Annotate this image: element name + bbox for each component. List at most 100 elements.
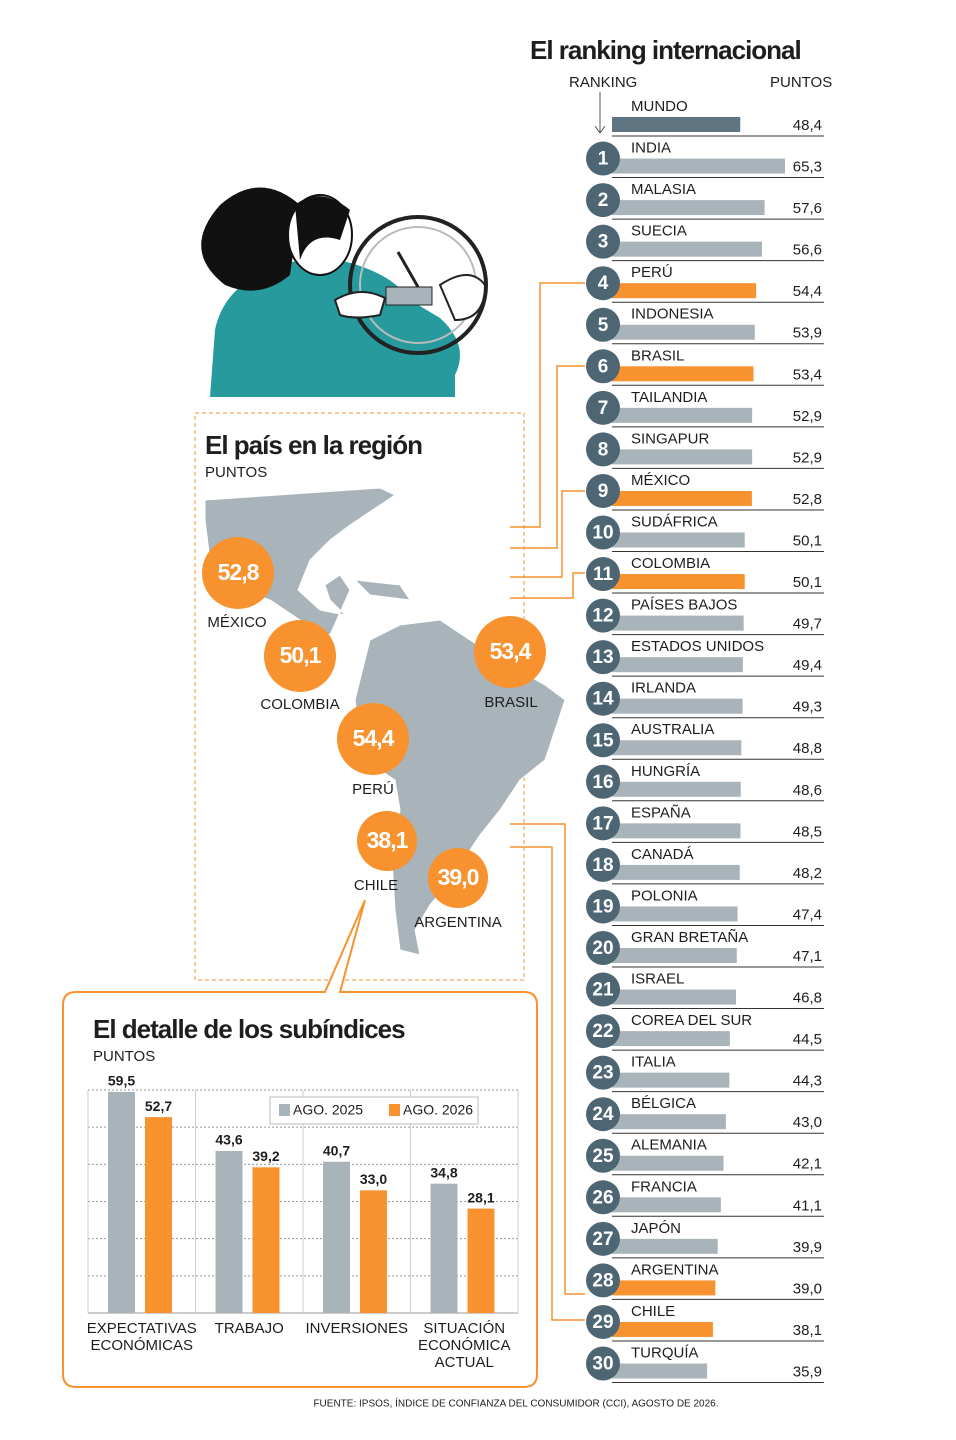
rank-label: 13 bbox=[592, 647, 613, 668]
rank-badge bbox=[586, 307, 620, 342]
category-label: CHILE bbox=[631, 1303, 675, 1320]
value-label: 59,5 bbox=[108, 1073, 135, 1089]
category-label: ITALIA bbox=[631, 1054, 676, 1071]
bar bbox=[612, 283, 757, 299]
chart-subtitle: PUNTOS bbox=[93, 1048, 155, 1065]
rank-label: 15 bbox=[592, 730, 614, 751]
rank-label: 19 bbox=[592, 896, 613, 917]
category-label: INDONESIA bbox=[631, 306, 714, 323]
category-label: INDIA bbox=[631, 140, 671, 157]
rank-badge bbox=[586, 1055, 620, 1090]
bar bbox=[612, 1114, 726, 1130]
category-label: POLONIA bbox=[631, 887, 698, 904]
category-label: MÉXICO bbox=[207, 614, 266, 631]
bar bbox=[252, 1167, 280, 1313]
rank-badge bbox=[586, 390, 620, 425]
rank-badge bbox=[586, 806, 620, 841]
bubble bbox=[428, 848, 488, 908]
value-label: 39,2 bbox=[252, 1148, 279, 1164]
bar bbox=[612, 1238, 718, 1254]
rank-badge bbox=[586, 1221, 620, 1256]
rank-label: 22 bbox=[592, 1021, 613, 1042]
bar bbox=[612, 366, 754, 382]
x-tick-label: TRABAJO bbox=[215, 1320, 284, 1337]
rank-label: 20 bbox=[592, 938, 613, 959]
value-label: 39,9 bbox=[793, 1239, 822, 1256]
category-label: TAILANDIA bbox=[631, 389, 707, 406]
rank-label: 29 bbox=[592, 1312, 613, 1333]
rank-label: 28 bbox=[592, 1270, 613, 1291]
category-label: ALEMANIA bbox=[631, 1137, 707, 1154]
rank-header: RANKING bbox=[569, 74, 637, 91]
category-label: MALASIA bbox=[631, 181, 696, 198]
category-label: COLOMBIA bbox=[631, 555, 710, 572]
bar bbox=[612, 864, 740, 880]
bar bbox=[612, 449, 753, 465]
rank-label: 11 bbox=[593, 564, 614, 585]
rank-badge bbox=[586, 557, 620, 592]
bar bbox=[612, 1155, 724, 1171]
x-tick-label: INVERSIONES bbox=[305, 1320, 408, 1337]
category-label: HUNGRÍA bbox=[631, 763, 700, 780]
value-label: 53,4 bbox=[793, 366, 822, 383]
rank-badge bbox=[586, 183, 620, 218]
value-label: 38,1 bbox=[793, 1322, 822, 1339]
rank-badge bbox=[586, 1346, 620, 1381]
rank-label: 6 bbox=[598, 356, 609, 377]
value-label: 43,6 bbox=[215, 1132, 242, 1148]
rank-label: 24 bbox=[592, 1104, 614, 1125]
value-label: 52,9 bbox=[793, 408, 822, 425]
value-label: 50,1 bbox=[280, 642, 322, 668]
value-label: 57,6 bbox=[793, 200, 822, 217]
rank-label: 8 bbox=[598, 439, 609, 460]
chart-title: El país en la región bbox=[205, 430, 422, 460]
category-label: AUSTRALIA bbox=[631, 721, 714, 738]
category-label: ESTADOS UNIDOS bbox=[631, 638, 764, 655]
rank-badge bbox=[586, 1304, 620, 1339]
rank-label: 7 bbox=[598, 398, 609, 419]
rank-badge bbox=[586, 764, 620, 799]
category-label: ESPAÑA bbox=[631, 804, 691, 821]
category-label: BÉLGICA bbox=[631, 1095, 696, 1112]
connector bbox=[510, 282, 585, 1321]
category-label: CANADÁ bbox=[631, 846, 694, 863]
value-label: 48,6 bbox=[793, 782, 822, 799]
bar bbox=[612, 574, 745, 590]
bar bbox=[108, 1091, 135, 1313]
value-label: 39,0 bbox=[793, 1280, 822, 1297]
rank-label: 23 bbox=[592, 1063, 613, 1084]
rank-badge bbox=[586, 1180, 620, 1215]
category-label: SUDÁFRICA bbox=[631, 513, 718, 530]
category-label: COREA DEL SUR bbox=[631, 1012, 752, 1029]
bar bbox=[612, 490, 752, 506]
category-label: SUECIA bbox=[631, 223, 687, 240]
value-label: 48,4 bbox=[793, 117, 822, 134]
legend-label: AGO. 2025 bbox=[293, 1102, 363, 1118]
rank-badge bbox=[586, 1014, 620, 1049]
bar bbox=[612, 1197, 721, 1213]
value-label: 53,9 bbox=[793, 325, 822, 342]
x-tick-label: SITUACIÓN ECONÓMICA ACTUAL bbox=[418, 1320, 511, 1371]
bar bbox=[612, 532, 745, 548]
value-label: 56,6 bbox=[793, 242, 822, 259]
rank-badge bbox=[586, 972, 620, 1007]
rank-badge bbox=[586, 1097, 620, 1132]
category-label: COLOMBIA bbox=[260, 696, 339, 713]
rank-badge bbox=[586, 432, 620, 467]
rank-badge bbox=[586, 266, 620, 301]
bubble bbox=[337, 703, 409, 775]
rank-badge bbox=[586, 640, 620, 675]
value-label: 46,8 bbox=[793, 990, 822, 1007]
map-shape bbox=[204, 487, 566, 956]
value-label: 47,1 bbox=[793, 948, 822, 965]
bar bbox=[430, 1183, 458, 1313]
rank-label: 10 bbox=[592, 523, 613, 544]
source: FUENTE: IPSOS, ÍNDICE DE CONFIANZA DEL C… bbox=[313, 1397, 718, 1410]
category-label: IRLANDA bbox=[631, 680, 696, 697]
value-label: 38,1 bbox=[367, 827, 409, 853]
bar bbox=[612, 906, 738, 922]
rank-label: 12 bbox=[592, 606, 613, 627]
category-label: MÉXICO bbox=[631, 472, 690, 489]
rank-badge bbox=[586, 141, 620, 176]
